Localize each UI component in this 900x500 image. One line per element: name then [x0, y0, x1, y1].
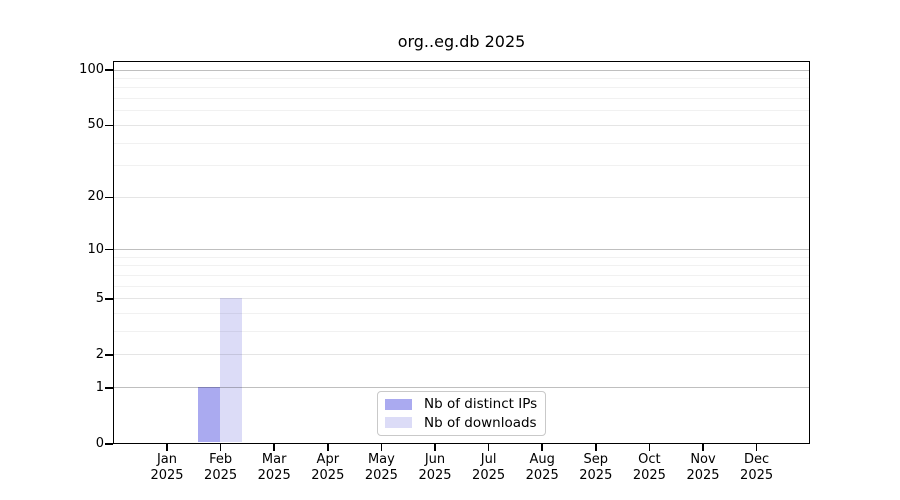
x-label-year: 2025 [257, 467, 291, 483]
downloads-swatch-icon [385, 417, 412, 429]
y-tick-0 [105, 443, 113, 445]
legend-label-downloads: Nb of downloads [424, 414, 537, 431]
x-label-year: 2025 [686, 467, 720, 483]
gridline-4 [114, 313, 809, 315]
gridline-1 [114, 387, 809, 389]
x-label-year: 2025 [418, 467, 452, 483]
gridline-2 [114, 354, 809, 356]
x-tick-jul [487, 444, 490, 451]
x-tick-label-aug: Aug 2025 [510, 452, 574, 483]
gridline-80 [114, 87, 809, 89]
x-label-year: 2025 [311, 467, 345, 483]
x-tick-label-jul: Jul 2025 [457, 452, 521, 483]
gridline-7 [114, 274, 809, 276]
y-tick-label-10: 10 [87, 241, 104, 257]
legend: Nb of distinct IPs Nb of downloads [377, 391, 546, 436]
gridline-50 [114, 124, 809, 126]
gridline-90 [114, 77, 809, 79]
x-tick-mar [273, 444, 275, 451]
x-label-month: Jul [480, 452, 497, 467]
bar-feb-distinct-ips [198, 387, 221, 442]
x-tick-dec [755, 444, 758, 451]
gridline-3 [114, 331, 809, 333]
x-label-month: Dec [744, 452, 770, 467]
y-tick-label-50: 50 [87, 117, 104, 133]
y-tick-50 [105, 124, 113, 127]
x-tick-label-dec: Dec 2025 [725, 452, 789, 483]
x-tick-feb [219, 444, 222, 451]
x-label-year: 2025 [740, 467, 774, 483]
x-label-year: 2025 [579, 467, 613, 483]
gridline-5 [114, 298, 809, 300]
x-tick-label-may: May 2025 [349, 452, 413, 483]
gridline-70 [114, 98, 809, 100]
x-label-month: Jan [156, 452, 178, 467]
x-tick-label-apr: Apr 2025 [296, 452, 360, 483]
x-tick-oct [648, 444, 651, 451]
y-tick-10 [105, 248, 113, 251]
legend-item-downloads: Nb of downloads [384, 415, 539, 431]
x-label-month: Mar [261, 452, 287, 467]
x-tick-label-feb: Feb 2025 [189, 452, 253, 483]
x-label-year: 2025 [472, 467, 506, 483]
x-tick-label-oct: Oct 2025 [617, 452, 681, 483]
y-tick-100 [105, 69, 113, 71]
x-label-year: 2025 [364, 467, 398, 483]
gridline-10 [114, 249, 809, 251]
x-tick-sep [595, 444, 597, 451]
x-label-month: Sep [583, 452, 609, 467]
y-tick-1 [105, 387, 113, 389]
x-label-year: 2025 [525, 467, 559, 483]
legend-item-distinct-ips: Nb of distinct IPs [384, 396, 539, 412]
x-label-month: May [367, 452, 395, 467]
gridline-100 [114, 69, 809, 71]
legend-label-distinct-ips: Nb of distinct IPs [424, 396, 538, 413]
y-tick-label-5: 5 [95, 290, 104, 306]
gridline-30 [114, 165, 809, 167]
x-label-year: 2025 [632, 467, 666, 483]
x-tick-label-jun: Jun 2025 [403, 452, 467, 483]
x-label-year: 2025 [204, 467, 238, 483]
bar-feb-downloads [220, 298, 243, 442]
x-label-month: Oct [638, 452, 661, 467]
x-tick-label-mar: Mar 2025 [242, 452, 306, 483]
x-tick-jan [166, 444, 168, 451]
plot-area [113, 61, 810, 444]
x-tick-label-jan: Jan 2025 [135, 452, 199, 483]
gridline-9 [114, 256, 809, 258]
gridline-8 [114, 265, 809, 267]
y-tick-2 [105, 354, 113, 356]
x-label-year: 2025 [150, 467, 184, 483]
x-label-month: Apr [316, 452, 340, 467]
gridline-40 [114, 142, 809, 144]
chart-title: org..eg.db 2025 [397, 32, 526, 51]
y-tick-label-0: 0 [95, 436, 104, 451]
y-tick-5 [105, 298, 113, 300]
y-tick-label-2: 2 [95, 346, 104, 362]
gridline-6 [114, 285, 809, 287]
y-tick-20 [105, 196, 113, 199]
y-tick-label-1: 1 [95, 379, 104, 395]
gridline-60 [114, 110, 809, 112]
x-tick-may [380, 444, 383, 451]
x-label-month: Aug [529, 452, 555, 467]
x-label-month: Feb [209, 452, 233, 467]
x-tick-apr [327, 444, 329, 451]
x-tick-nov [702, 444, 704, 451]
y-tick-label-100: 100 [79, 62, 104, 77]
x-tick-label-sep: Sep 2025 [564, 452, 628, 483]
gridline-20 [114, 196, 809, 198]
distinct-ips-swatch-icon [385, 398, 412, 410]
y-tick-label-20: 20 [87, 189, 104, 205]
x-tick-jun [434, 444, 436, 451]
x-label-month: Jun [424, 452, 446, 467]
x-tick-aug [541, 444, 543, 451]
x-tick-label-nov: Nov 2025 [671, 452, 735, 483]
x-label-month: Nov [690, 452, 716, 467]
